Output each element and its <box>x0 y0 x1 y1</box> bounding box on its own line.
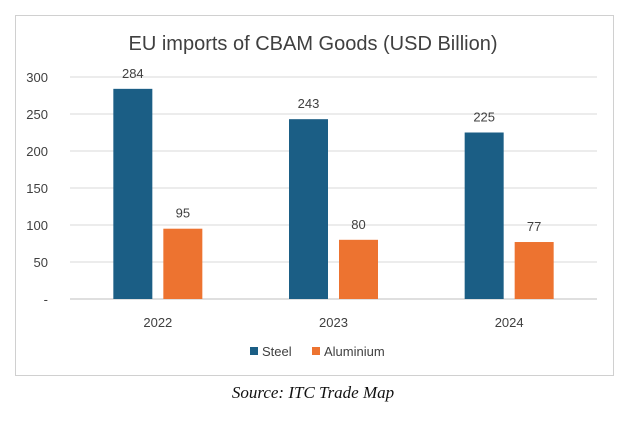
source-caption: Source: ITC Trade Map <box>231 383 395 402</box>
legend-label-aluminium: Aluminium <box>324 344 385 359</box>
data-label: 77 <box>527 219 541 234</box>
x-tick-label: 2022 <box>143 315 172 330</box>
x-tick-label: 2023 <box>319 315 348 330</box>
bar-aluminium-2024 <box>514 242 554 299</box>
bar-aluminium-2022 <box>163 228 203 299</box>
y-tick-label: 200 <box>26 144 48 159</box>
legend-swatch-aluminium <box>312 347 320 355</box>
legend-swatch-steel <box>250 347 258 355</box>
y-tick-label: 150 <box>26 181 48 196</box>
data-label: 80 <box>351 217 365 232</box>
y-tick-label: 100 <box>26 218 48 233</box>
bar-steel-2023 <box>289 119 328 300</box>
bar-steel-2024 <box>464 132 504 299</box>
y-tick-label: 250 <box>26 107 48 122</box>
bar-aluminium-2023 <box>339 239 378 299</box>
data-label: 95 <box>176 206 190 221</box>
chart-title: EU imports of CBAM Goods (USD Billion) <box>129 33 498 55</box>
data-label: 243 <box>298 96 320 111</box>
data-label: 225 <box>473 110 495 125</box>
bar-steel-2022 <box>113 88 153 299</box>
x-tick-label: 2024 <box>495 315 524 330</box>
y-tick-label: 300 <box>26 70 48 85</box>
y-tick-label: - <box>44 292 48 307</box>
legend-label-steel: Steel <box>262 344 292 359</box>
data-label: 284 <box>122 66 144 81</box>
y-tick-label: 50 <box>34 255 48 270</box>
